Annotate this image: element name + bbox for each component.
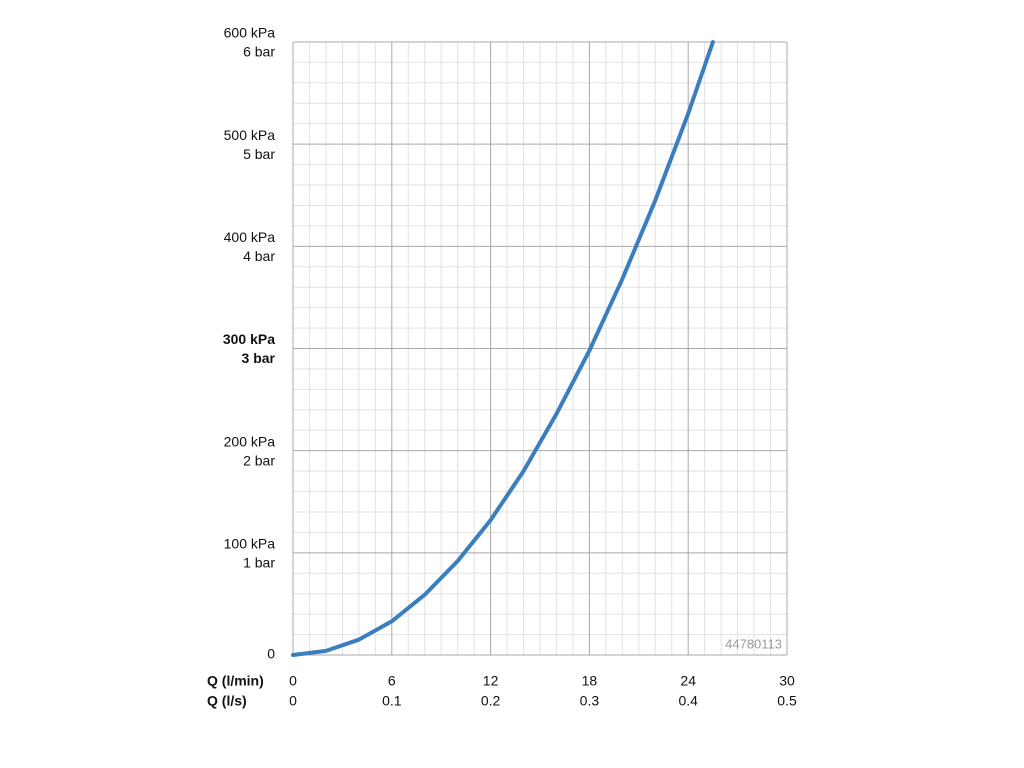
x-tick-label: 24 (680, 673, 696, 689)
x-axis-title: Q (l/min) (207, 673, 264, 689)
x-tick-label: 12 (483, 673, 499, 689)
watermark: 44780113 (725, 636, 782, 651)
curve (291, 40, 715, 657)
x2-axis-title: Q (l/s) (207, 693, 247, 709)
y-tick-label: 100 kPa (224, 536, 276, 552)
y-tick-sublabel: 5 bar (243, 146, 275, 162)
y-tick-label: 0 (267, 646, 275, 662)
y-tick-sublabel: 4 bar (243, 248, 275, 264)
x-tick-label: 6 (388, 673, 396, 689)
x2-tick-label: 0.1 (382, 693, 402, 709)
y-tick-sublabel: 2 bar (243, 452, 275, 468)
y-tick-label: 300 kPa (223, 331, 275, 347)
y-tick-sublabel: 1 bar (243, 555, 275, 571)
x-tick-label: 18 (582, 673, 598, 689)
y-tick-sublabel: 3 bar (242, 350, 276, 366)
y-tick-label: 600 kPa (224, 25, 276, 41)
y-tick-label: 500 kPa (224, 127, 276, 143)
x2-tick-label: 0.2 (481, 693, 501, 709)
x-tick-label: 0 (289, 673, 297, 689)
x2-tick-label: 0.4 (678, 693, 698, 709)
x2-tick-label: 0.5 (777, 693, 797, 709)
y-tick-label: 400 kPa (224, 229, 276, 245)
x2-tick-label: 0 (289, 693, 297, 709)
y-tick-sublabel: 6 bar (243, 44, 275, 60)
x-tick-label: 30 (779, 673, 795, 689)
x2-tick-label: 0.3 (580, 693, 600, 709)
y-tick-label: 200 kPa (224, 433, 276, 449)
